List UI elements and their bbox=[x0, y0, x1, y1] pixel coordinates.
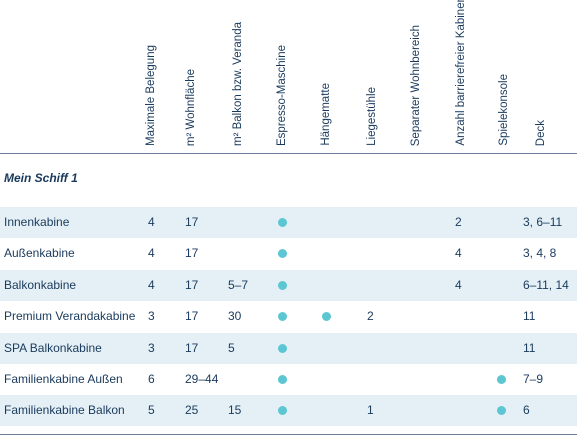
cell-belegung: 4 bbox=[148, 215, 155, 229]
spielekonsole-dot-icon bbox=[497, 406, 506, 415]
cabin-name: Familienkabine Außen bbox=[4, 372, 123, 386]
cell-deck: 3, 6–11 bbox=[523, 215, 563, 229]
table-row: Außenkabine 4 17 4 3, 4, 8 bbox=[0, 238, 577, 269]
spielekonsole-dot-icon bbox=[497, 375, 506, 384]
cell-barrierefrei: 4 bbox=[455, 246, 462, 260]
cell-deck: 6–11, 14 bbox=[523, 278, 569, 292]
cabin-name: Familienkabine Balkon bbox=[4, 403, 125, 417]
table-bottom-rule bbox=[0, 434, 577, 435]
table-row: Balkonkabine 4 17 5–7 4 6–11, 14 bbox=[0, 270, 577, 301]
column-header-deck: Deck bbox=[535, 119, 547, 146]
espresso-dot-icon bbox=[278, 406, 287, 415]
cell-wohnflaeche: 25 bbox=[185, 403, 199, 417]
column-header-liegestuehle: Liegestühle bbox=[366, 87, 378, 146]
table-row: Familienkabine Außen 6 29–44 7–9 bbox=[0, 364, 577, 395]
header-divider bbox=[0, 153, 577, 154]
column-header-separater-wohnbereich: Separater Wohnbereich bbox=[410, 24, 422, 146]
cell-belegung: 3 bbox=[148, 309, 155, 323]
cabin-name: Innenkabine bbox=[4, 215, 70, 229]
cell-belegung: 6 bbox=[148, 372, 155, 386]
cell-barrierefrei: 4 bbox=[455, 278, 462, 292]
espresso-dot-icon bbox=[278, 312, 287, 321]
cell-belegung: 3 bbox=[148, 341, 155, 355]
cell-wohnflaeche: 17 bbox=[185, 215, 199, 229]
cell-barrierefrei: 2 bbox=[455, 215, 462, 229]
cell-liegestuehle: 2 bbox=[367, 309, 374, 323]
cabin-name: Außenkabine bbox=[4, 246, 75, 260]
cabin-name: Premium Verandakabine bbox=[4, 309, 136, 323]
cell-belegung: 4 bbox=[148, 246, 155, 260]
cell-wohnflaeche: 17 bbox=[185, 341, 199, 355]
table-row: Familienkabine Balkon 5 25 15 1 6 bbox=[0, 395, 577, 426]
cell-balkon: 15 bbox=[228, 403, 242, 417]
cell-liegestuehle: 1 bbox=[367, 403, 374, 417]
column-header-maximale-belegung: Maximale Belegung bbox=[145, 44, 157, 146]
espresso-dot-icon bbox=[278, 281, 287, 290]
espresso-dot-icon bbox=[278, 218, 287, 227]
cell-belegung: 5 bbox=[148, 403, 155, 417]
table-row: Premium Verandakabine 3 17 30 2 11 bbox=[0, 301, 577, 332]
espresso-dot-icon bbox=[278, 344, 287, 353]
cell-balkon: 5 bbox=[228, 341, 235, 355]
cell-wohnflaeche: 29–44 bbox=[185, 372, 219, 386]
cell-deck: 11 bbox=[523, 309, 536, 323]
cabin-name: SPA Balkonkabine bbox=[4, 341, 102, 355]
cabin-name: Balkonkabine bbox=[4, 278, 77, 292]
table-row: SPA Balkonkabine 3 17 5 11 bbox=[0, 333, 577, 364]
column-header-row: Maximale Belegung m² Wohnfläche m² Balko… bbox=[0, 0, 577, 152]
column-header-balkon: m² Balkon bzw. Veranda bbox=[232, 21, 244, 146]
cell-balkon: 30 bbox=[228, 309, 242, 323]
column-header-espresso: Espresso-Maschine bbox=[276, 45, 288, 146]
haengematte-dot-icon bbox=[322, 312, 331, 321]
cell-deck: 11 bbox=[523, 341, 536, 355]
cell-deck: 7–9 bbox=[523, 372, 544, 386]
espresso-dot-icon bbox=[278, 249, 287, 258]
cell-belegung: 4 bbox=[148, 278, 155, 292]
cell-deck: 3, 4, 8 bbox=[523, 246, 557, 260]
column-header-haengematte: Hängematte bbox=[320, 83, 332, 146]
cell-wohnflaeche: 17 bbox=[185, 246, 199, 260]
cell-wohnflaeche: 17 bbox=[185, 309, 199, 323]
column-header-spielekonsole: Spielekonsole bbox=[498, 74, 510, 146]
cell-deck: 6 bbox=[523, 403, 530, 417]
cell-wohnflaeche: 17 bbox=[185, 278, 199, 292]
column-header-wohnflaeche: m² Wohnfläche bbox=[185, 68, 197, 146]
espresso-dot-icon bbox=[278, 375, 287, 384]
section-title: Mein Schiff 1 bbox=[4, 171, 78, 185]
column-header-barrierefrei: Anzahl barrierefreier Kabinen bbox=[455, 0, 467, 146]
cell-balkon: 5–7 bbox=[228, 278, 249, 292]
table-row: Innenkabine 4 17 2 3, 6–11 bbox=[0, 207, 577, 238]
